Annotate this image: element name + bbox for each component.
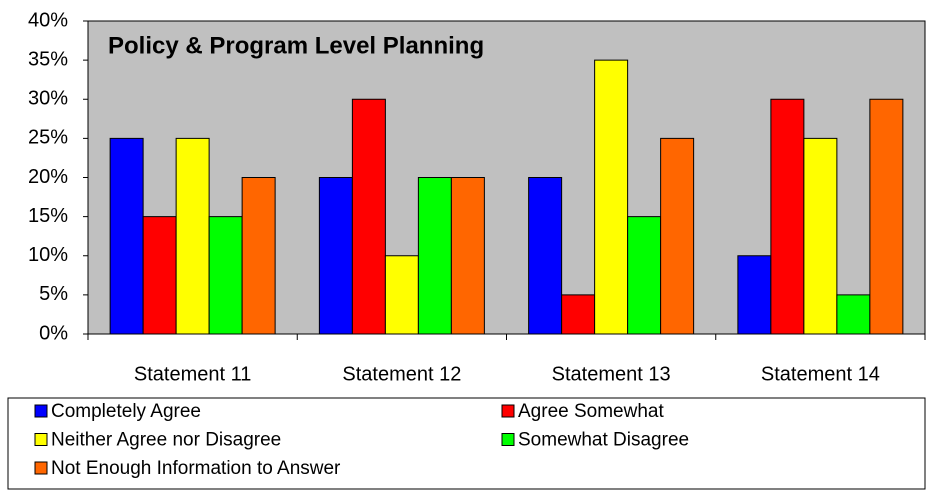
bar bbox=[836, 294, 871, 335]
bar bbox=[561, 294, 596, 335]
bar bbox=[241, 177, 276, 335]
y-tick-label: 0% bbox=[39, 322, 68, 344]
bar bbox=[627, 216, 662, 335]
bar bbox=[318, 177, 353, 335]
x-tick-label: Statement 14 bbox=[761, 363, 880, 385]
bar bbox=[737, 255, 772, 335]
bar bbox=[660, 137, 695, 335]
bar bbox=[770, 98, 805, 335]
y-tick-label: 15% bbox=[28, 205, 68, 227]
legend-swatch bbox=[501, 433, 515, 446]
bar bbox=[109, 137, 144, 335]
bar bbox=[142, 216, 177, 335]
legend-swatch bbox=[501, 404, 515, 418]
legend-swatch bbox=[34, 433, 48, 446]
y-tick-label: 35% bbox=[28, 48, 68, 70]
y-tick-label: 30% bbox=[28, 88, 68, 110]
y-tick-label: 20% bbox=[28, 166, 68, 188]
legend-swatch bbox=[34, 461, 48, 475]
y-tick-label: 10% bbox=[28, 244, 68, 266]
bar bbox=[208, 216, 243, 335]
x-tick-label: Statement 11 bbox=[134, 363, 251, 385]
legend-label: Not Enough Information to Answer bbox=[51, 458, 341, 479]
x-tick-label: Statement 12 bbox=[342, 363, 461, 385]
legend-label: Agree Somewhat bbox=[518, 401, 664, 422]
bar bbox=[417, 177, 452, 335]
y-tick-label: 25% bbox=[28, 127, 68, 149]
bar bbox=[450, 177, 485, 335]
legend-label: Neither Agree nor Disagree bbox=[51, 430, 281, 451]
legend-box bbox=[7, 397, 926, 490]
y-tick-label: 40% bbox=[28, 9, 68, 31]
bar bbox=[594, 59, 629, 335]
bar bbox=[803, 137, 838, 335]
legend-label: Completely Agree bbox=[51, 401, 201, 422]
x-tick-label: Statement 13 bbox=[552, 363, 671, 385]
y-tick-label: 5% bbox=[39, 283, 68, 305]
legend-label: Somewhat Disagree bbox=[518, 430, 689, 451]
chart-title: Policy & Program Level Planning bbox=[108, 32, 484, 59]
bar bbox=[175, 137, 210, 335]
bar bbox=[384, 255, 419, 335]
bar bbox=[351, 98, 386, 335]
bar bbox=[869, 98, 904, 335]
bar bbox=[528, 177, 563, 335]
legend-swatch bbox=[34, 404, 48, 418]
